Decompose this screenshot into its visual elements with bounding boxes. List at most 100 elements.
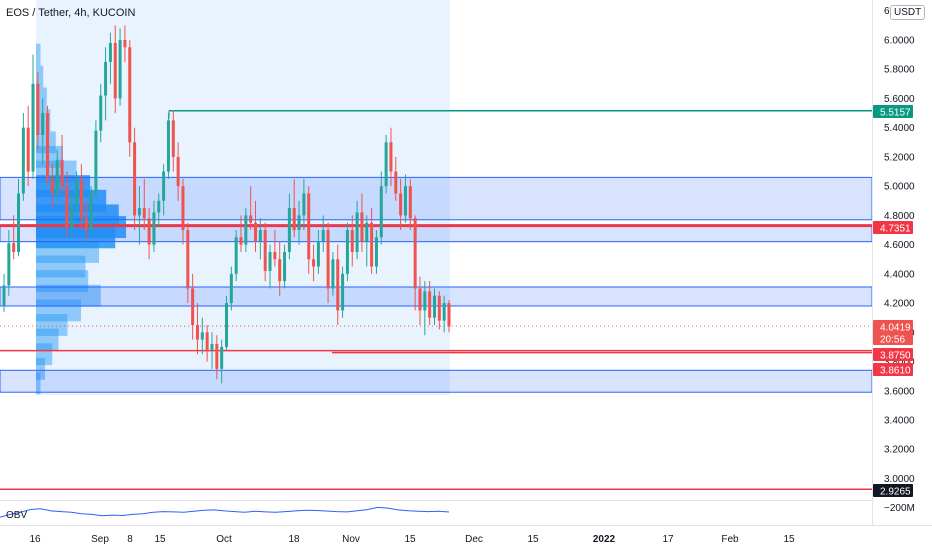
candle-body — [36, 83, 40, 135]
candle-body — [89, 193, 93, 230]
candle-body — [205, 332, 209, 350]
candle-body — [94, 130, 98, 194]
candle-body — [12, 243, 16, 252]
candle-body — [133, 142, 137, 216]
volume-profile — [36, 43, 126, 395]
candle-body — [171, 120, 175, 157]
candle-body — [181, 186, 185, 230]
price-tag-label: 3.8750 — [880, 351, 911, 362]
candle-body — [350, 229, 354, 252]
x-tick-label: 2022 — [593, 534, 616, 545]
candle-body — [307, 193, 311, 260]
y-tick-label: 5.8000 — [884, 65, 915, 76]
candle-body — [200, 332, 204, 340]
candle-body — [321, 229, 325, 242]
candle-body — [273, 251, 277, 260]
price-tag-label: 3.8610 — [880, 366, 911, 377]
currency-badge[interactable]: USDT — [890, 5, 926, 20]
candle-body — [113, 42, 117, 99]
candle-body — [447, 303, 451, 327]
candle-body — [278, 259, 282, 282]
y-tick-label: 4.6000 — [884, 240, 915, 251]
candle-body — [147, 218, 151, 245]
x-tick-label: Oct — [216, 534, 232, 545]
profile-bar — [36, 314, 68, 336]
horizontal-levels — [0, 110, 872, 490]
candle-body — [7, 243, 11, 286]
candle-body — [442, 303, 446, 321]
candle-body — [437, 295, 441, 321]
profile-bar — [36, 255, 86, 278]
candle-body — [374, 237, 378, 267]
x-tick-label: 15 — [527, 534, 539, 545]
profile-bar — [36, 357, 45, 380]
y-tick-label: 5.4000 — [884, 123, 915, 134]
profile-bar — [36, 65, 44, 88]
candle-body — [403, 186, 407, 216]
candle-body — [215, 343, 219, 369]
profile-bar — [36, 226, 116, 249]
candle-body — [239, 237, 243, 245]
candle-body — [2, 285, 6, 306]
candle-body — [326, 229, 330, 289]
zone-box — [0, 369, 873, 393]
profile-bar — [36, 328, 59, 351]
price-tag — [873, 332, 913, 345]
candle-body — [365, 222, 369, 242]
candle-body — [162, 171, 166, 201]
price-tag — [873, 320, 913, 333]
y-tick-label: 3.6000 — [884, 386, 915, 397]
y-tick-label: 3.0000 — [884, 474, 915, 485]
x-tick-label: Nov — [342, 534, 360, 545]
candle-body — [316, 241, 320, 267]
candle-body — [176, 156, 180, 187]
candle-body — [341, 273, 345, 311]
y-tick-label: 3.8000 — [884, 357, 915, 368]
candle-body — [99, 95, 103, 131]
obv-axis-label: −200M — [884, 503, 915, 514]
x-tick-label: 8 — [127, 534, 133, 545]
profile-bar — [36, 284, 101, 307]
price-tag-label: 5.5157 — [880, 108, 911, 119]
y-tick-label: 5.2000 — [884, 152, 915, 163]
candle-body — [84, 218, 88, 230]
candle-body — [55, 159, 59, 194]
price-tag — [873, 363, 913, 376]
candle-body — [428, 291, 432, 318]
candle-body — [220, 346, 224, 369]
candle-body — [152, 212, 156, 245]
profile-bar — [36, 372, 41, 395]
candle-body — [418, 288, 422, 311]
profile-bar — [36, 131, 56, 154]
profile-bar — [36, 299, 81, 322]
candle-body — [142, 208, 146, 219]
candle-body — [312, 259, 316, 267]
price-tag — [873, 484, 913, 497]
price-tag — [873, 105, 913, 118]
price-tag-label: 4.0419 — [880, 323, 911, 334]
candle-body — [263, 229, 267, 271]
candle-body — [41, 113, 45, 135]
candle-body — [234, 237, 238, 274]
obv-label: OBV — [6, 510, 27, 521]
candle-body — [413, 218, 417, 289]
candle-body — [432, 295, 436, 318]
candle-body — [302, 193, 306, 216]
candle-body — [65, 186, 69, 228]
candle-body — [191, 288, 195, 325]
x-tick-label: 15 — [783, 534, 795, 545]
profile-bar — [36, 87, 47, 110]
obv-pane: OBV −200M — [0, 503, 915, 521]
candle-body — [46, 113, 50, 179]
candle-body — [157, 200, 161, 213]
x-tick-label: 15 — [404, 534, 416, 545]
candle-body — [283, 251, 287, 282]
candle-body — [186, 229, 190, 289]
candles — [2, 25, 451, 384]
candle-body — [31, 83, 35, 172]
candle-body — [379, 186, 383, 238]
candle-body — [195, 324, 199, 340]
y-tick-label: 3.2000 — [884, 445, 915, 456]
